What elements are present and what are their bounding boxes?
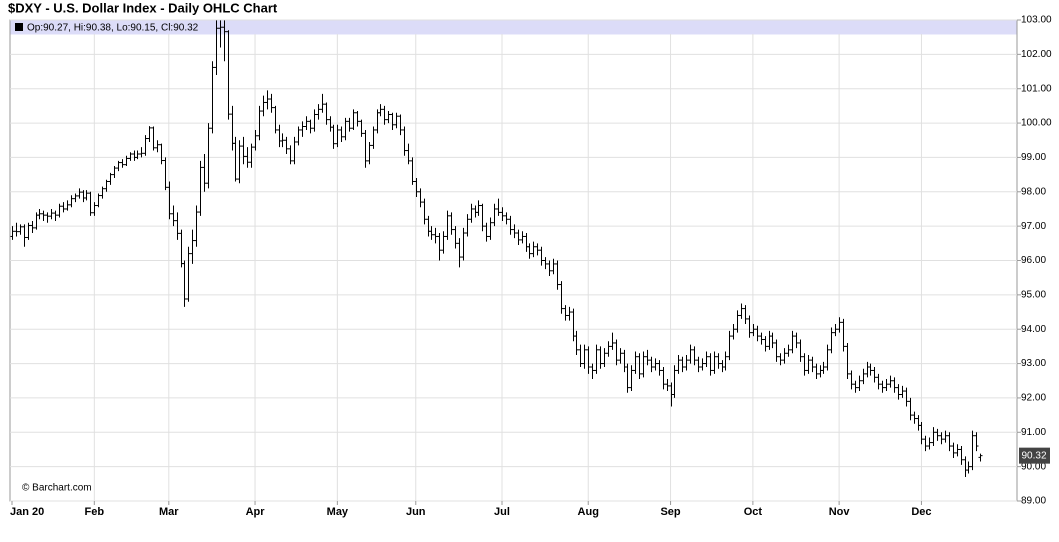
x-tick-label: Sep bbox=[660, 506, 680, 518]
x-tick-label: Jul bbox=[494, 506, 510, 518]
info-marker bbox=[15, 23, 23, 31]
x-tick-label: Dec bbox=[911, 506, 931, 518]
y-tick-label: 103.00 bbox=[1021, 15, 1052, 26]
y-tick-label: 89.00 bbox=[1021, 496, 1046, 507]
y-tick-label: 92.00 bbox=[1021, 393, 1046, 404]
y-tick-label: 101.00 bbox=[1021, 83, 1052, 94]
bars bbox=[10, 20, 983, 477]
x-tick-label: May bbox=[327, 506, 349, 518]
x-tick-label: Mar bbox=[159, 506, 179, 518]
y-tick-label: 97.00 bbox=[1021, 221, 1046, 232]
info-band bbox=[10, 20, 1017, 35]
last-price-box bbox=[1019, 447, 1050, 464]
x-tick-label: Jun bbox=[406, 506, 426, 518]
y-tick-label: 102.00 bbox=[1021, 49, 1052, 60]
x-tick-label: Oct bbox=[744, 506, 763, 518]
y-tick-label: 96.00 bbox=[1021, 255, 1046, 266]
x-tick-label: Nov bbox=[829, 506, 851, 518]
x-tick-label: Apr bbox=[246, 506, 266, 518]
y-tick-label: 99.00 bbox=[1021, 152, 1046, 163]
y-tick-label: 95.00 bbox=[1021, 289, 1046, 300]
last-price-label: 90.32 bbox=[1021, 450, 1046, 461]
y-tick-label: 91.00 bbox=[1021, 427, 1046, 438]
chart-title: $DXY - U.S. Dollar Index - Daily OHLC Ch… bbox=[8, 0, 278, 15]
x-tick-label: Jan 20 bbox=[10, 506, 44, 518]
y-tick-label: 100.00 bbox=[1021, 118, 1052, 129]
info-label: Op:90.27, Hi:90.38, Lo:90.15, Cl:90.32 bbox=[27, 23, 199, 34]
y-tick-label: 90.00 bbox=[1021, 461, 1046, 472]
watermark: © Barchart.com bbox=[22, 483, 92, 494]
x-tick-label: Feb bbox=[85, 506, 105, 518]
y-tick-label: 93.00 bbox=[1021, 358, 1046, 369]
x-tick-label: Aug bbox=[578, 506, 599, 518]
y-tick-label: 98.00 bbox=[1021, 186, 1046, 197]
y-tick-label: 94.00 bbox=[1021, 324, 1046, 335]
